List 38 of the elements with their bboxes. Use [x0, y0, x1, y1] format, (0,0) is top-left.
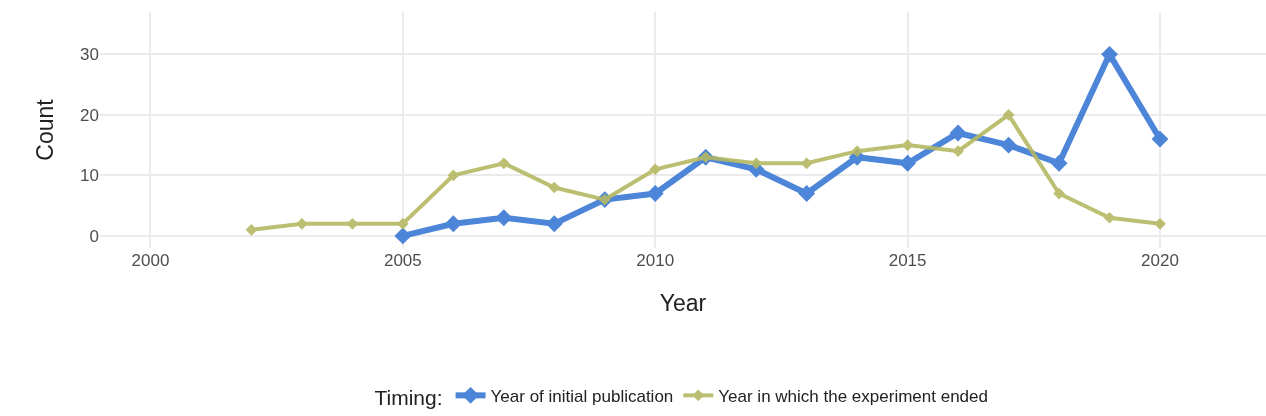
point	[851, 145, 863, 158]
y-tick-label: 0	[89, 226, 99, 246]
point	[1151, 130, 1169, 148]
point	[952, 145, 964, 158]
point	[497, 157, 510, 170]
legend-label: Year of initial publication	[490, 386, 674, 406]
point	[899, 154, 917, 172]
x-tick-label: 2015	[888, 251, 927, 270]
point	[1000, 136, 1018, 154]
point	[397, 217, 409, 230]
x-axis-title: Year	[659, 289, 707, 316]
point	[447, 169, 460, 182]
point	[545, 215, 563, 233]
point	[1103, 211, 1116, 224]
y-axis-title: Count	[31, 98, 58, 161]
point	[1053, 187, 1065, 200]
x-tick-label: 2005	[383, 251, 422, 270]
x-tick-label: 2020	[1141, 251, 1179, 270]
point	[444, 215, 462, 233]
point	[1154, 217, 1166, 230]
y-tick-label: 30	[80, 45, 99, 65]
point	[1101, 45, 1118, 63]
point	[1002, 109, 1015, 121]
point	[394, 227, 412, 245]
point	[1050, 154, 1068, 172]
point	[649, 163, 662, 176]
y-tick-label: 10	[80, 166, 99, 186]
x-tick-label: 2000	[131, 251, 170, 270]
legend-title: Timing:	[374, 386, 443, 410]
point	[495, 209, 513, 227]
y-tick-label: 20	[80, 105, 99, 125]
point	[949, 124, 967, 142]
point	[646, 185, 664, 202]
legend-label: Year in which the experiment ended	[718, 386, 988, 406]
point	[548, 181, 561, 194]
point	[296, 217, 308, 230]
point	[798, 185, 816, 202]
x-tick-label: 2010	[636, 251, 675, 270]
